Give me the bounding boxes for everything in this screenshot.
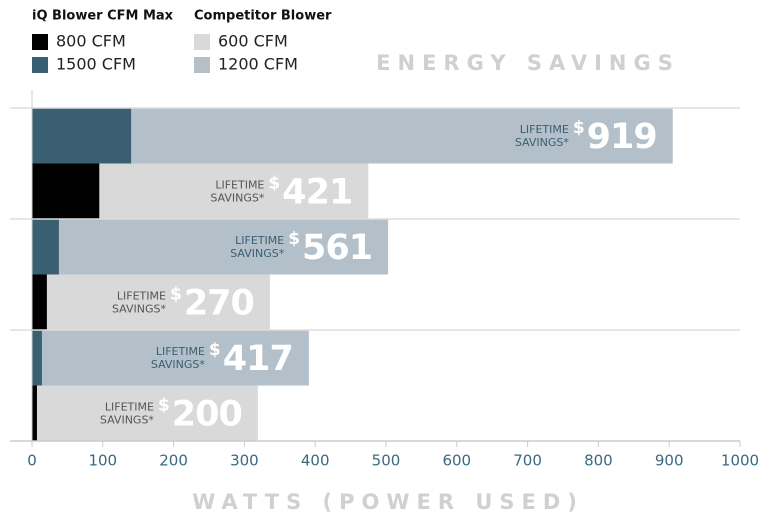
chart-title: ENERGY SAVINGS bbox=[376, 51, 680, 75]
legend-label: 800 CFM bbox=[56, 32, 126, 51]
savings-currency: $ bbox=[288, 229, 300, 249]
x-tick-label: 800 bbox=[584, 452, 613, 470]
bar bbox=[32, 219, 389, 275]
x-tick-label: 700 bbox=[513, 452, 542, 470]
x-tick-label: 300 bbox=[230, 452, 259, 470]
x-tick-label: 0 bbox=[27, 452, 37, 470]
bar bbox=[32, 385, 258, 441]
savings-value: 200 bbox=[172, 394, 242, 434]
savings-label: SAVINGS* bbox=[515, 136, 570, 149]
x-tick-label: 400 bbox=[301, 452, 330, 470]
savings-label: SAVINGS* bbox=[230, 247, 285, 260]
savings-currency: $ bbox=[268, 173, 280, 193]
savings-currency: $ bbox=[209, 340, 221, 360]
savings-label: SAVINGS* bbox=[112, 302, 167, 315]
x-tick-label: 200 bbox=[159, 452, 188, 470]
savings-label: LIFETIME bbox=[117, 289, 166, 302]
bar bbox=[32, 385, 37, 441]
legend-swatch bbox=[32, 34, 48, 50]
bar bbox=[32, 163, 100, 219]
savings-label: LIFETIME bbox=[520, 123, 569, 136]
legend-group-title: iQ Blower CFM Max bbox=[32, 9, 174, 24]
savings-value: 919 bbox=[587, 117, 657, 157]
savings-currency: $ bbox=[170, 284, 182, 304]
legend-label: 1500 CFM bbox=[56, 55, 136, 74]
x-tick-label: 600 bbox=[442, 452, 471, 470]
savings-currency: $ bbox=[158, 395, 170, 415]
legend-swatch bbox=[194, 34, 210, 50]
x-tick-label: 1000 bbox=[721, 452, 759, 470]
savings-label: LIFETIME bbox=[235, 234, 284, 247]
x-tick-label: 500 bbox=[372, 452, 401, 470]
savings-value: 421 bbox=[282, 172, 352, 212]
legend-swatch bbox=[194, 57, 210, 73]
legend-swatch bbox=[32, 57, 48, 73]
savings-value: 561 bbox=[302, 228, 372, 268]
savings-label: LIFETIME bbox=[156, 345, 205, 358]
legend-label: 600 CFM bbox=[218, 32, 288, 51]
bar bbox=[32, 330, 42, 386]
savings-currency: $ bbox=[573, 118, 585, 138]
savings-label: SAVINGS* bbox=[100, 413, 155, 426]
x-tick-label: 900 bbox=[655, 452, 684, 470]
bar bbox=[32, 108, 673, 164]
savings-label: LIFETIME bbox=[105, 400, 154, 413]
x-axis-label: WATTS (POWER USED) bbox=[192, 490, 584, 514]
bar bbox=[32, 108, 132, 164]
x-tick-label: 100 bbox=[88, 452, 117, 470]
bar bbox=[32, 330, 309, 386]
bar bbox=[32, 274, 270, 330]
savings-label: LIFETIME bbox=[215, 178, 264, 191]
bar bbox=[32, 274, 47, 330]
savings-value: 417 bbox=[223, 339, 293, 379]
legend-label: 1200 CFM bbox=[218, 55, 298, 74]
legend-group-title: Competitor Blower bbox=[194, 9, 332, 24]
savings-label: SAVINGS* bbox=[210, 191, 265, 204]
savings-label: SAVINGS* bbox=[151, 358, 206, 371]
savings-value: 270 bbox=[184, 283, 254, 323]
bar bbox=[32, 219, 59, 275]
